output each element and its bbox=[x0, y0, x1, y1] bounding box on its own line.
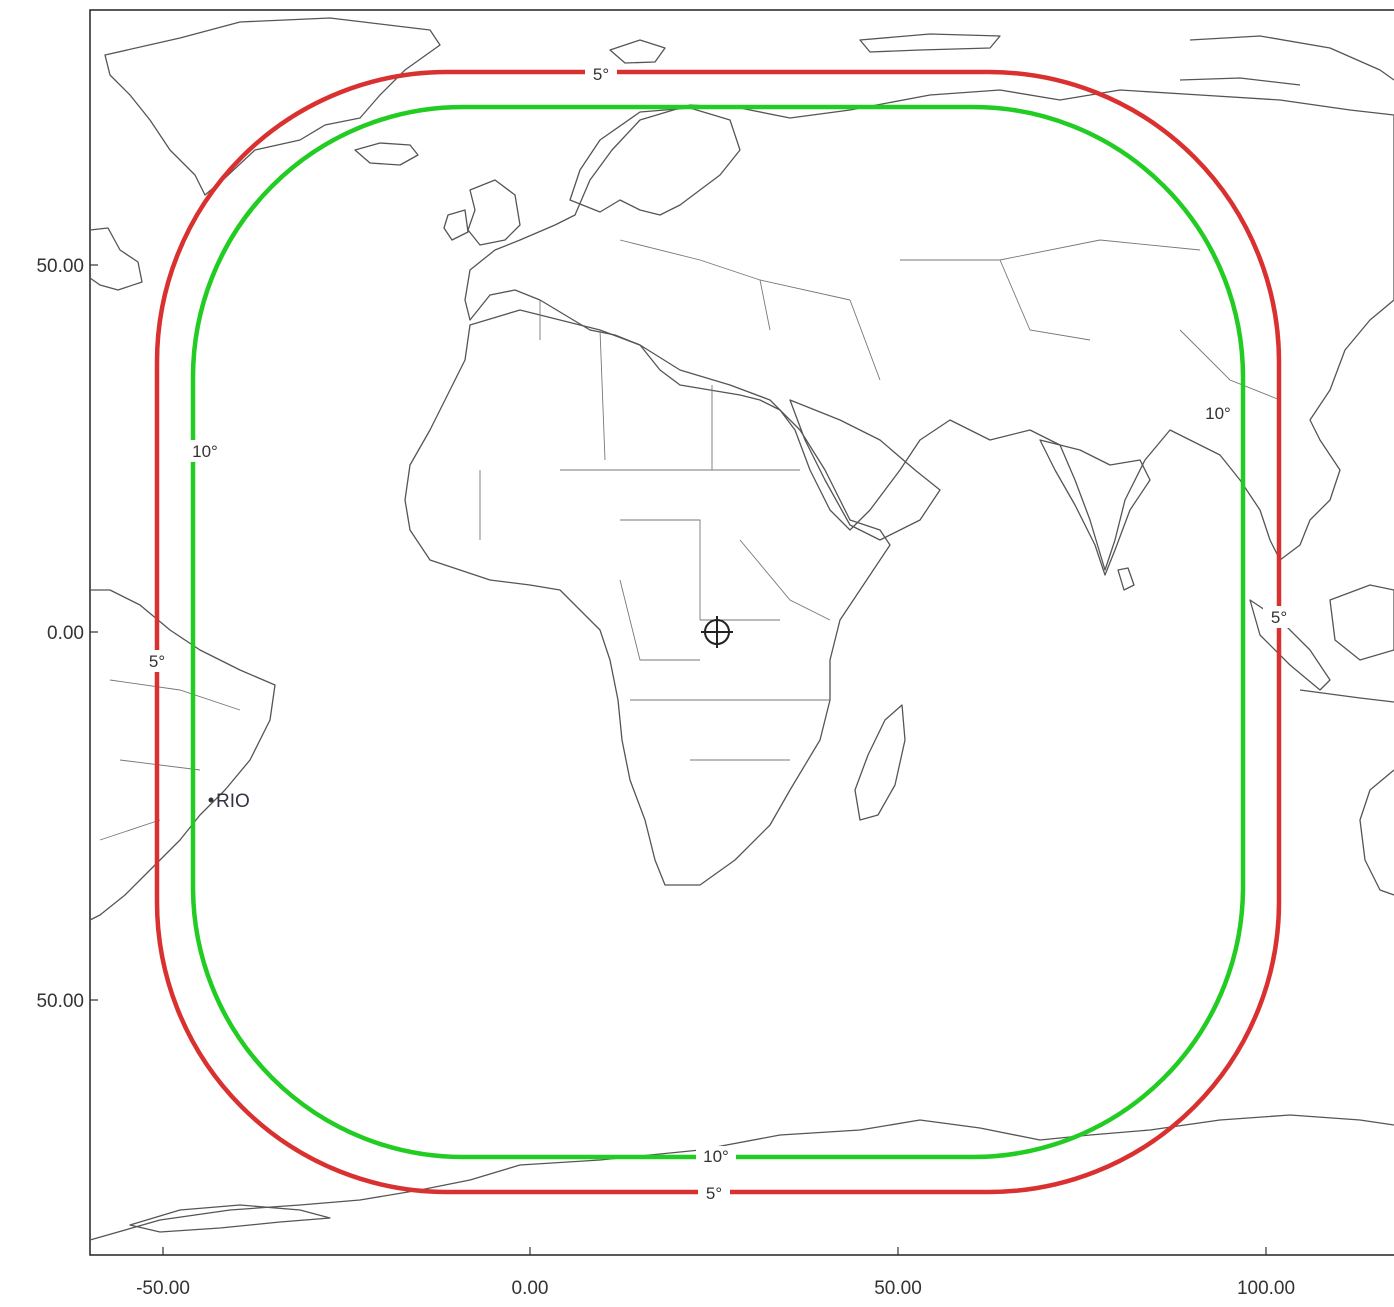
x-tick-label: 100.00 bbox=[1237, 1278, 1295, 1299]
landmass-java bbox=[1299, 689, 1394, 703]
axis-ticks bbox=[90, 264, 1267, 1255]
landmass-svalbard bbox=[609, 39, 666, 64]
border bbox=[99, 679, 241, 841]
x-tick-label: -50.00 bbox=[136, 1278, 190, 1299]
svg-text:5°: 5° bbox=[593, 65, 609, 84]
landmass-greenland bbox=[104, 17, 441, 196]
x-tick-label: 0.00 bbox=[512, 1278, 549, 1299]
landmass-britain bbox=[467, 179, 521, 246]
landmass-scandinavia bbox=[569, 107, 741, 216]
city-marker bbox=[208, 797, 214, 803]
city-label: RIO bbox=[216, 791, 250, 812]
border bbox=[479, 239, 1281, 761]
contour-label-outer-top: 5° bbox=[585, 64, 617, 84]
landmass-arctic-siberia bbox=[1179, 35, 1394, 86]
contour-label-outer-right: 5° bbox=[1263, 606, 1295, 628]
svg-text:10°: 10° bbox=[192, 442, 218, 461]
landmass-labrador bbox=[89, 227, 143, 291]
svg-text:5°: 5° bbox=[149, 652, 165, 671]
landmass-iceland bbox=[354, 142, 419, 166]
landmass-borneo bbox=[1329, 584, 1394, 661]
x-tick-label: 50.00 bbox=[874, 1278, 922, 1299]
coastlines bbox=[89, 17, 1394, 1241]
landmass-india bbox=[1039, 439, 1151, 576]
landmass-eurasia bbox=[464, 89, 1394, 571]
svg-text:10°: 10° bbox=[1205, 404, 1231, 423]
landmass-sri-lanka bbox=[1117, 567, 1135, 591]
landmass-antarctica bbox=[89, 1114, 1394, 1241]
landmass-arabia bbox=[789, 399, 941, 541]
y-tick-label: 0.00 bbox=[47, 623, 84, 644]
plot-frame bbox=[89, 9, 1394, 1256]
landmass-novaya-zemlya bbox=[859, 33, 1001, 53]
y-tick-label: 50.00 bbox=[36, 256, 84, 277]
y-tick-label: 50.00 bbox=[36, 991, 84, 1012]
landmass-ireland bbox=[443, 209, 469, 241]
landmass-antarctic-peninsula bbox=[129, 1204, 331, 1233]
contour-label-inner-left: 10° bbox=[185, 440, 225, 462]
svg-text:5°: 5° bbox=[706, 1184, 722, 1203]
landmass-africa bbox=[404, 309, 891, 886]
contour-label-outer-left: 5° bbox=[141, 650, 173, 672]
svg-text:5°: 5° bbox=[1271, 608, 1287, 627]
contour-label-inner-bottom: 10° bbox=[696, 1146, 736, 1166]
landmass-madagascar bbox=[854, 704, 906, 821]
contour-label-inner-right: 10° bbox=[1198, 402, 1238, 424]
country-borders bbox=[99, 239, 1281, 841]
contour-label-outer-bottom: 5° bbox=[698, 1183, 730, 1203]
crosshair-icon bbox=[701, 616, 733, 648]
landmass-australia bbox=[1359, 769, 1394, 896]
svg-text:10°: 10° bbox=[703, 1147, 729, 1166]
